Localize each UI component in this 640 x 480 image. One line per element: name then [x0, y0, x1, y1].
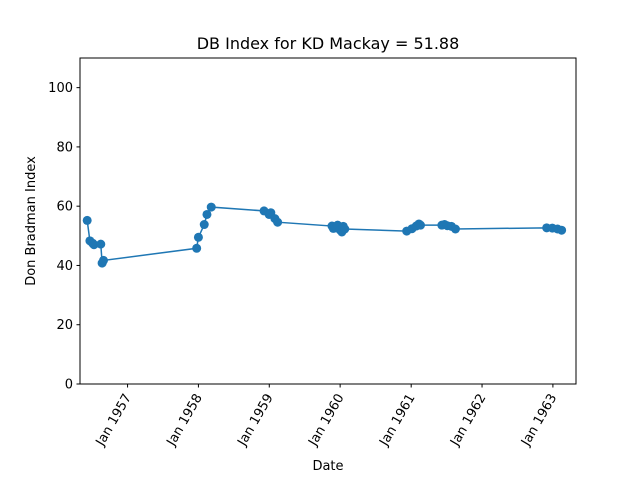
series-layer — [82, 202, 567, 268]
y-tick-label: 40 — [56, 259, 73, 274]
y-tick-label: 100 — [48, 81, 73, 96]
data-point — [199, 220, 209, 230]
chart-title: DB Index for KD Mackay = 51.88 — [197, 34, 460, 53]
data-point — [340, 224, 350, 234]
data-point — [450, 224, 460, 234]
y-tick-label: 20 — [56, 318, 73, 333]
data-point — [416, 220, 425, 230]
data-point — [192, 243, 202, 253]
y-tick-label: 0 — [65, 378, 73, 393]
data-point — [98, 255, 108, 265]
data-point — [557, 225, 567, 235]
data-point — [96, 239, 106, 249]
x-axis-label: Date — [312, 459, 343, 474]
y-axis-ticks: 0 20 40 60 80 100 — [48, 81, 80, 393]
data-point — [89, 240, 99, 250]
data-point — [193, 232, 203, 242]
y-tick-label: 80 — [56, 140, 73, 155]
y-axis-label: Don Bradman Index — [24, 156, 39, 286]
plot-frame — [79, 57, 577, 385]
data-point — [82, 215, 92, 225]
y-tick-label: 60 — [56, 200, 73, 215]
data-point — [206, 202, 216, 212]
data-point — [202, 209, 212, 219]
data-point — [273, 217, 283, 227]
